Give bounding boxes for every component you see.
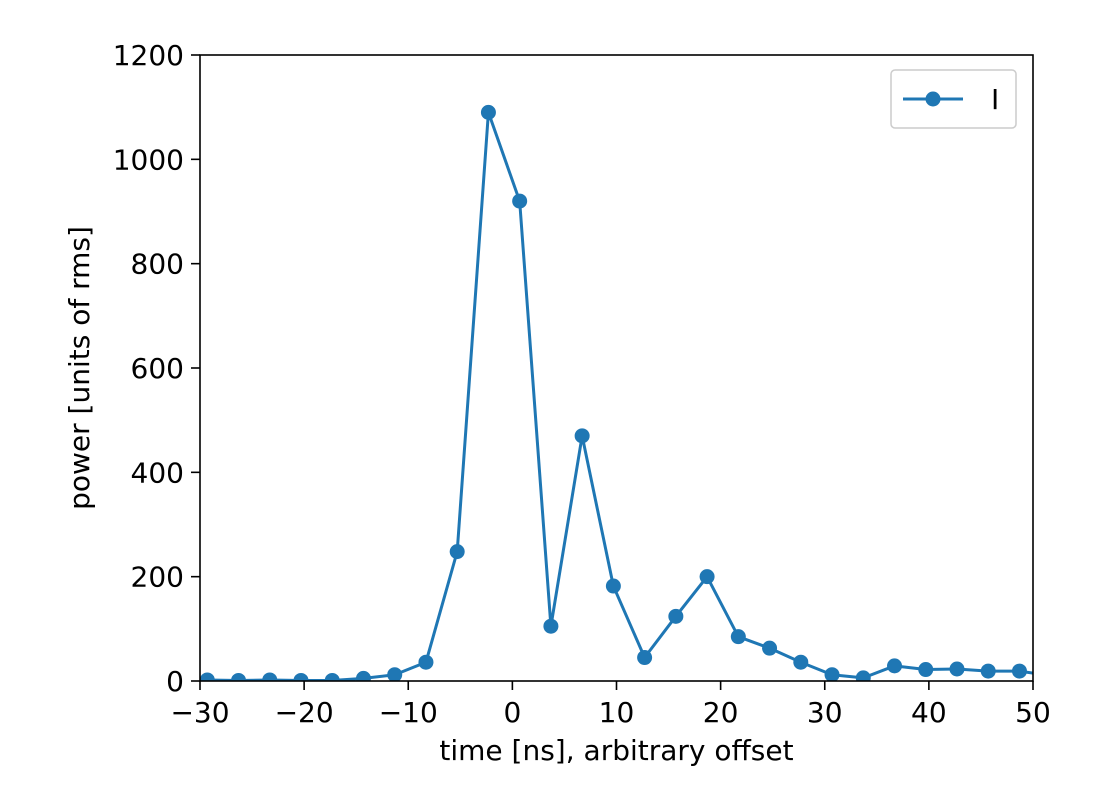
data-point: [574, 428, 590, 444]
y-tick-label: 600: [131, 352, 184, 385]
data-point: [543, 618, 559, 634]
legend: I: [890, 69, 1017, 129]
data-point: [668, 608, 684, 624]
data-point: [200, 672, 215, 681]
data-point: [449, 544, 465, 560]
y-tick-label: 200: [131, 561, 184, 594]
data-point: [887, 658, 903, 674]
x-tick-label: 0: [503, 696, 521, 729]
x-tick-label: 20: [703, 696, 739, 729]
y-axis-label: power [units of rms]: [63, 226, 96, 510]
series-line: [207, 110, 1033, 681]
data-point: [231, 672, 247, 681]
data-point: [793, 654, 809, 670]
legend-label: I: [991, 83, 999, 116]
data-point: [918, 662, 934, 678]
data-point: [824, 667, 840, 681]
data-point: [637, 650, 653, 666]
y-tick-label: 0: [166, 665, 184, 698]
data-point: [949, 661, 965, 677]
data-point: [418, 654, 434, 670]
x-tick-label: −30: [170, 696, 229, 729]
data-point: [293, 672, 309, 681]
data-point: [855, 670, 871, 681]
data-point: [324, 672, 340, 681]
x-tick-label: −20: [275, 696, 334, 729]
data-point: [699, 569, 715, 585]
data-point: [1036, 667, 1051, 682]
y-tick-label: 400: [131, 456, 184, 489]
data-point: [980, 663, 996, 679]
data-point: [355, 670, 371, 681]
x-tick-label: 30: [807, 696, 843, 729]
data-point: [387, 667, 403, 681]
x-tick-label: 10: [599, 696, 635, 729]
data-point: [730, 629, 746, 645]
data-point: [605, 578, 621, 594]
y-tick-label: 1200: [113, 39, 184, 72]
data-point: [480, 104, 496, 120]
data-point: [512, 193, 528, 209]
x-tick-label: 50: [1015, 696, 1051, 729]
y-tick-label: 1000: [113, 143, 184, 176]
legend-marker: [925, 91, 941, 107]
x-axis-label: time [ns], arbitrary offset: [439, 734, 793, 767]
data-point: [1011, 663, 1027, 679]
data-point: [262, 672, 278, 681]
y-tick-label: 800: [131, 248, 184, 281]
data-point: [762, 640, 778, 656]
x-tick-label: 40: [911, 696, 947, 729]
x-tick-label: −10: [379, 696, 438, 729]
